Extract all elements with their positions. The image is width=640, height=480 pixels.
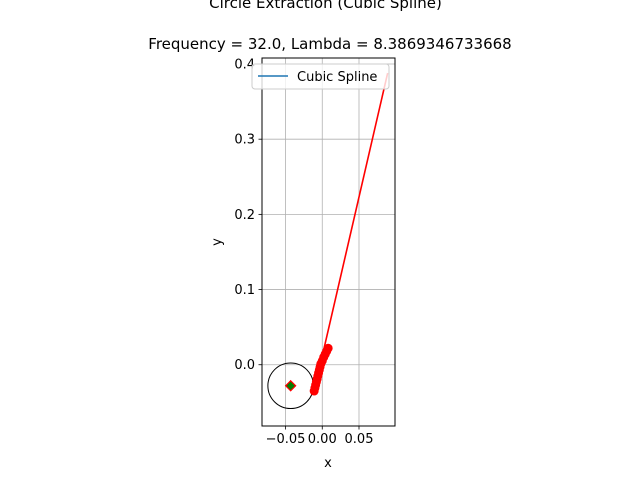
x-tick-label: 0.05	[345, 432, 374, 447]
y-axis-ticks: 0.0 0.1 0.2 0.3 0.4	[234, 58, 262, 373]
x-tick-label: −0.05	[266, 432, 306, 447]
legend-box	[251, 63, 390, 90]
y-tick-label: 0.2	[234, 208, 255, 223]
data-series	[267, 72, 389, 410]
y-tick-label: 0.3	[234, 133, 255, 148]
x-tick-label: 0.00	[308, 432, 337, 447]
y-tick-label: 0.4	[234, 58, 255, 73]
y-tick-label: 0.1	[234, 283, 255, 298]
y-tick-label: 0.0	[234, 358, 255, 373]
x-axis-label: x	[324, 456, 332, 471]
legend: Cubic Spline	[251, 63, 390, 90]
legend-label-cubic-spline: Cubic Spline	[297, 70, 377, 85]
chart-subtitle: Frequency = 32.0, Lambda = 8.38693467336…	[148, 35, 511, 53]
fit-line-1	[313, 72, 389, 392]
y-axis-label: y	[210, 238, 225, 246]
x-axis-ticks: −0.05 0.00 0.05	[266, 426, 374, 447]
data-point-marker	[323, 343, 333, 353]
axes-frame	[261, 57, 396, 427]
plot-area: −0.05 0.00 0.05 0.0 0.1 0.2 0.3 0.4	[234, 57, 396, 447]
circle-center-marker	[284, 379, 297, 392]
axes-background	[262, 58, 395, 426]
chart-title: Circle Extraction (Cubic Spline)	[209, 0, 442, 12]
